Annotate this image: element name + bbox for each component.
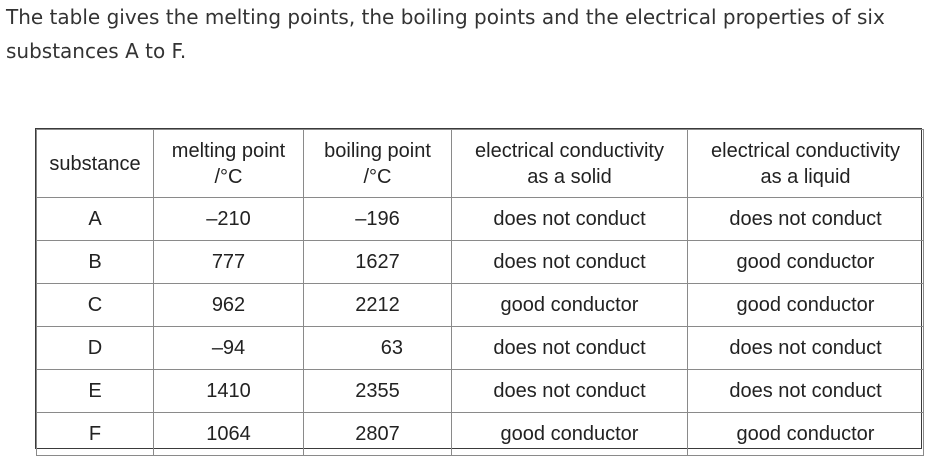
properties-table: substance melting point /°C boiling poin… (36, 129, 924, 456)
header-boiling-point: boiling point /°C (303, 129, 452, 198)
boiling-point-cell: –196 (303, 197, 452, 241)
liquid-conductivity-cell: good conductor (687, 240, 924, 284)
table-row: C 962 2212 good conductor good conductor (36, 283, 924, 327)
substance-cell: B (36, 240, 154, 284)
question-text: The table gives the melting points, the … (6, 0, 941, 68)
liquid-conductivity-cell: does not conduct (687, 369, 924, 413)
substance-cell: C (36, 283, 154, 327)
boiling-point-cell: 63 (303, 326, 452, 370)
substance-cell: A (36, 197, 154, 241)
melting-point-cell: 777 (153, 240, 304, 284)
melting-point-cell: 1064 (153, 412, 304, 456)
boiling-point-cell: 2807 (303, 412, 452, 456)
header-melting-point: melting point /°C (153, 129, 304, 198)
melting-point-cell: –210 (153, 197, 304, 241)
header-substance: substance (36, 129, 154, 198)
melting-point-cell: 1410 (153, 369, 304, 413)
melting-point-cell: 962 (153, 283, 304, 327)
liquid-conductivity-cell: does not conduct (687, 326, 924, 370)
question-line-2: substances A to F. (6, 39, 187, 63)
table-row: E 1410 2355 does not conduct does not co… (36, 369, 924, 413)
table-row: D –94 63 does not conduct does not condu… (36, 326, 924, 370)
liquid-conductivity-cell: good conductor (687, 412, 924, 456)
solid-conductivity-cell: does not conduct (451, 197, 688, 241)
header-conductivity-liquid: electrical conductivity as a liquid (687, 129, 924, 198)
header-conductivity-solid: electrical conductivity as a solid (451, 129, 688, 198)
substance-cell: F (36, 412, 154, 456)
question-line-1: The table gives the melting points, the … (6, 5, 885, 29)
solid-conductivity-cell: does not conduct (451, 326, 688, 370)
table-row: A –210 –196 does not conduct does not co… (36, 197, 924, 241)
header-row: substance melting point /°C boiling poin… (36, 129, 924, 198)
boiling-point-cell: 2212 (303, 283, 452, 327)
liquid-conductivity-cell: good conductor (687, 283, 924, 327)
table-row: B 777 1627 does not conduct good conduct… (36, 240, 924, 284)
solid-conductivity-cell: good conductor (451, 412, 688, 456)
substance-cell: E (36, 369, 154, 413)
table-row: F 1064 2807 good conductor good conducto… (36, 412, 924, 456)
boiling-point-cell: 2355 (303, 369, 452, 413)
solid-conductivity-cell: does not conduct (451, 240, 688, 284)
solid-conductivity-cell: good conductor (451, 283, 688, 327)
substance-cell: D (36, 326, 154, 370)
melting-point-cell: –94 (153, 326, 304, 370)
substances-table: substance melting point /°C boiling poin… (35, 128, 924, 456)
liquid-conductivity-cell: does not conduct (687, 197, 924, 241)
solid-conductivity-cell: does not conduct (451, 369, 688, 413)
boiling-point-cell: 1627 (303, 240, 452, 284)
